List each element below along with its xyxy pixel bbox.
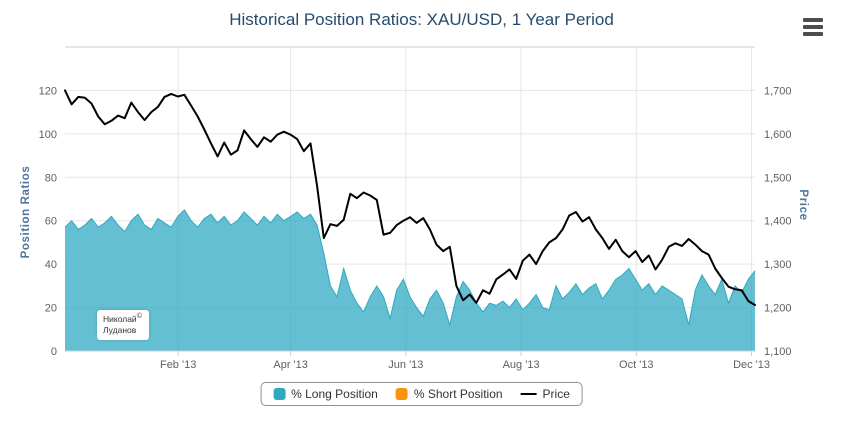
long-position-area [65,209,755,351]
chart-title: Historical Position Ratios: XAU/USD, 1 Y… [229,10,614,29]
watermark-line-1: Николай© [103,312,142,325]
watermark: Николай© Луданов [97,310,149,340]
y-left-tick-label: 80 [45,172,57,184]
legend-item-long-position[interactable]: % Long Position [273,387,378,401]
y-axis-title-right: Price [797,189,809,221]
x-tick-label: Feb '13 [160,359,196,371]
legend-label-long-position: % Long Position [291,387,378,401]
hamburger-icon [803,18,823,36]
x-tick-label: Aug '13 [503,359,540,371]
y-right-tick-label: 1,400 [764,216,792,228]
y-right-tick-label: 1,100 [764,346,792,358]
y-right-tick-label: 1,500 [764,172,792,184]
y-left-tick-label: 60 [45,216,57,228]
price-line-swatch-icon [520,393,537,395]
watermark-surname: Луданов [103,325,137,336]
legend: % Long Position % Short Position Price [260,382,583,406]
x-tick-label: Apr '13 [273,359,308,371]
long-position-area-edge [64,209,756,327]
export-menu-button[interactable] [799,13,827,39]
y-right-tick-label: 1,700 [764,85,792,97]
y-right-tick-label: 1,200 [764,303,792,315]
x-tick-label: Jun '13 [388,359,423,371]
x-tick-label: Dec '13 [733,359,770,371]
watermark-line-2: Луданов [103,325,142,336]
x-tick-label: Oct '13 [619,359,654,371]
watermark-name: Николай [103,313,137,324]
y-left-tick-label: 120 [39,85,57,97]
price-line [64,89,756,306]
y-left-tick-label: 0 [51,346,57,358]
y-right-tick-label: 1,300 [764,259,792,271]
copyright-icon: © [136,313,142,320]
y-left-tick-label: 100 [39,129,57,141]
y-left-tick-label: 40 [45,259,57,271]
long-position-swatch-icon [273,388,286,400]
y-right-tick-label: 1,600 [764,129,792,141]
legend-label-short-position: % Short Position [413,387,503,401]
legend-item-short-position[interactable]: % Short Position [395,387,503,401]
legend-item-price[interactable]: Price [520,387,570,401]
short-position-swatch-icon [395,388,408,400]
y-left-tick-label: 20 [45,303,57,315]
legend-label-price: Price [542,387,570,401]
y-axis-title-left: Position Ratios [20,165,32,259]
